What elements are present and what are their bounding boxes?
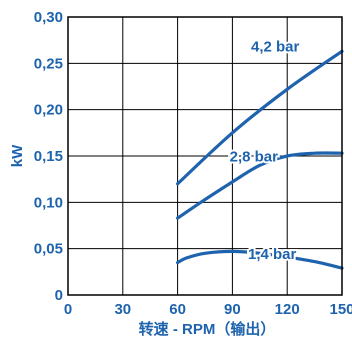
series-label-4-2-bar: 4,2 bar [251, 38, 300, 55]
y-tick-label: 0,15 [34, 148, 63, 165]
y-tick-label: 0,05 [34, 241, 63, 258]
x-tick-label: 90 [224, 301, 241, 318]
y-tick-label: 0 [55, 287, 63, 304]
y-tick-labels: 0 0,05 0,10 0,15 0,20 0,25 0,30 [34, 9, 63, 304]
y-tick-label: 0,30 [34, 9, 63, 26]
x-tick-label: 120 [275, 301, 300, 318]
y-tick-label: 0,25 [34, 55, 63, 72]
y-axis-title: kW [9, 144, 26, 167]
x-axis-title: 转速 - RPM（输出） [139, 320, 276, 338]
x-tick-label: 30 [114, 301, 131, 318]
x-tick-label: 0 [64, 301, 72, 318]
series-label-2-8-bar: 2,8 bar [230, 148, 279, 165]
series-labels: 4,2 bar 2,8 bar 1,4 bar [230, 38, 300, 263]
x-tick-label: 150 [329, 301, 352, 318]
series-label-1-4-bar: 1,4 bar [248, 246, 297, 263]
x-tick-label: 60 [169, 301, 186, 318]
y-tick-label: 0,10 [34, 194, 63, 211]
y-tick-label: 0,20 [34, 102, 63, 119]
x-tick-labels: 0 30 60 90 120 150 [64, 301, 352, 318]
